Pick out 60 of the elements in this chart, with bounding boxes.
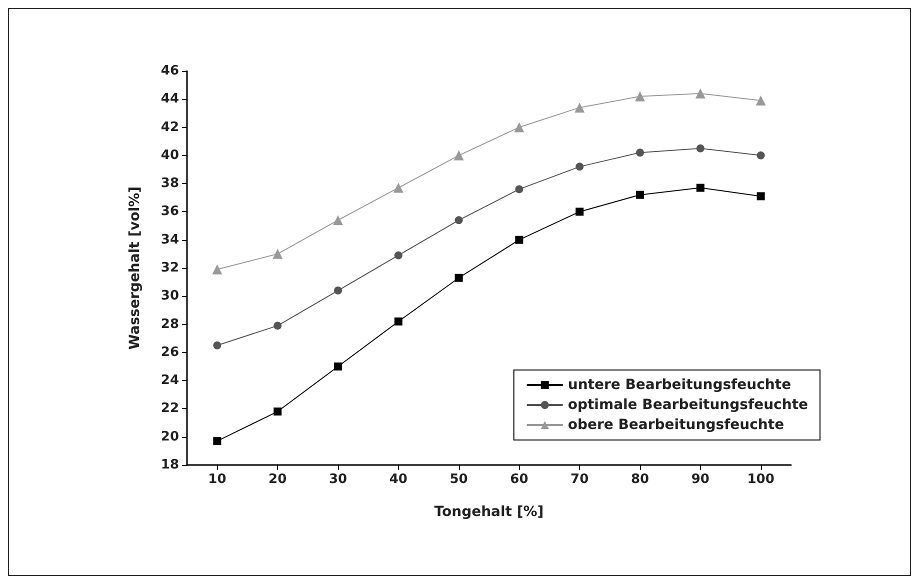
x-tick-label: 30 xyxy=(328,472,348,487)
y-tick-label: 32 xyxy=(160,260,179,276)
point xyxy=(213,437,222,446)
y-tick-label: 44 xyxy=(160,92,179,107)
x-tick-label: 20 xyxy=(268,472,287,487)
point xyxy=(274,322,282,330)
x-tick-label: 60 xyxy=(510,472,528,487)
x-axis-title: Tongehalt [%] xyxy=(434,504,544,520)
y-tick-label: 20 xyxy=(160,429,179,444)
point xyxy=(394,317,402,326)
y-tick-label: 42 xyxy=(160,120,179,135)
point xyxy=(515,236,524,244)
point xyxy=(274,408,282,416)
x-tick-label: 50 xyxy=(450,472,468,487)
point xyxy=(576,162,584,171)
y-tick-label: 46 xyxy=(160,64,179,78)
point xyxy=(334,362,342,370)
x-tick-label: 10 xyxy=(208,472,226,487)
point xyxy=(213,341,222,350)
point xyxy=(574,102,585,113)
point xyxy=(636,148,644,157)
point xyxy=(454,216,463,224)
x-tick-label: 40 xyxy=(389,472,408,487)
point xyxy=(333,215,343,226)
y-tick-label: 28 xyxy=(160,316,179,332)
legend-label: obere Bearbeitungsfeuchte xyxy=(568,417,784,433)
point xyxy=(515,185,524,194)
y-tick-label: 36 xyxy=(160,204,179,220)
point xyxy=(454,274,463,282)
x-tick-label: 80 xyxy=(630,472,650,487)
legend-label: untere Bearbeitungsfeuchte xyxy=(568,377,792,393)
y-axis-title: Wassergehalt [vol%] xyxy=(127,186,143,350)
y-tick-label: 22 xyxy=(160,401,179,416)
y-tick-label: 40 xyxy=(160,148,179,163)
y-tick-label: 38 xyxy=(160,176,179,192)
point xyxy=(514,122,524,132)
point xyxy=(635,91,645,102)
point xyxy=(636,190,644,199)
x-tick-label: 90 xyxy=(691,472,710,487)
point xyxy=(576,208,584,216)
x-tick-label: 100 xyxy=(747,472,774,487)
point xyxy=(393,182,404,193)
y-tick-label: 18 xyxy=(160,458,179,472)
x-tick-label: 70 xyxy=(570,472,589,487)
point xyxy=(696,184,704,192)
point xyxy=(272,248,283,259)
y-tick-label: 34 xyxy=(160,232,179,248)
point xyxy=(756,151,765,160)
y-tick-label: 30 xyxy=(160,288,179,304)
point xyxy=(695,88,706,99)
point xyxy=(212,264,222,274)
point xyxy=(454,150,464,160)
point xyxy=(696,144,704,152)
y-tick-label: 26 xyxy=(160,344,179,360)
point xyxy=(334,286,342,295)
y-tick-label: 24 xyxy=(160,373,179,388)
legend-label: optimale Bearbeitungsfeuchte xyxy=(568,397,808,413)
point xyxy=(756,96,766,106)
point xyxy=(756,192,765,200)
point xyxy=(394,251,402,260)
